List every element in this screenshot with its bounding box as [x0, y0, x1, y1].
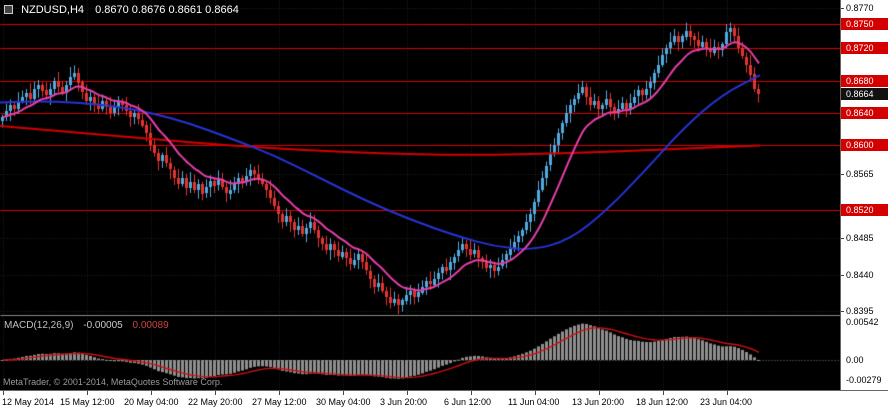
chart-symbol-label: NZDUSD,H4 [21, 4, 85, 16]
chart-canvas[interactable] [0, 0, 840, 390]
time-tick-mark [215, 391, 216, 395]
price-level-badge: 0.8750 [841, 18, 888, 31]
time-axis-label: 11 Jun 04:00 [508, 397, 560, 407]
time-axis[interactable]: 12 May 2014 15 May 12:00 20 May 04:00 22 Ma… [0, 390, 888, 414]
price-level-badge: 0.8520 [841, 204, 888, 216]
price-tick-mark [841, 311, 844, 312]
time-tick-mark [3, 391, 4, 395]
time-tick-mark [343, 391, 344, 395]
macd-indicator-label: MACD(12,26,9) -0.00005 0.00089 [4, 320, 169, 331]
price-level-badge: 0.8600 [841, 139, 888, 152]
price-tick-label: 0.8395 [846, 305, 874, 316]
price-level-badge: 0.8720 [841, 42, 888, 55]
macd-name: MACD(12,26,9) [4, 320, 74, 331]
price-level-badge: 0.8680 [841, 74, 888, 87]
macd-value-signal: 0.00089 [132, 320, 169, 331]
time-tick-mark [87, 391, 88, 395]
time-axis-label: 30 May 04:00 [316, 397, 371, 407]
time-axis-label: 22 May 20:00 [188, 397, 243, 407]
price-tick-mark [841, 8, 844, 9]
chart-title: NZDUSD,H4 0.8670 0.8676 0.8661 0.8664 [4, 4, 239, 16]
macd-value-main: -0.00005 [83, 320, 123, 331]
time-tick-mark [471, 391, 472, 395]
macd-axis-label: 0.00542 [846, 317, 879, 328]
price-axis[interactable]: 0.8770 0.8750 0.8720 0.8680 0.8640 0.8600 0.85… [840, 0, 888, 390]
time-axis-label: 27 May 12:00 [252, 397, 307, 407]
chart-ohlc-values: 0.8670 0.8676 0.8661 0.8664 [95, 4, 239, 16]
price-tick-mark [841, 275, 844, 276]
macd-axis-label: 0.00 [846, 355, 864, 365]
copyright-text: MetaTrader, © 2001-2014, MetaQuotes Soft… [3, 377, 223, 387]
time-tick-mark [407, 391, 408, 395]
price-tick-label: 0.8485 [846, 233, 874, 244]
price-tick-label: 0.8565 [846, 168, 874, 179]
time-tick-mark [279, 391, 280, 395]
macd-axis-label: -0.00279 [846, 374, 882, 385]
price-level-badge: 0.8640 [841, 107, 888, 120]
time-axis-label: 20 May 04:00 [124, 397, 179, 407]
time-axis-label: 15 May 12:00 [60, 397, 115, 407]
time-axis-label: 13 Jun 20:00 [572, 397, 625, 407]
price-tick-mark [841, 174, 844, 175]
time-tick-mark [535, 391, 536, 395]
time-axis-label: 18 Jun 12:00 [636, 397, 689, 407]
time-axis-label: 6 Jun 12:00 [444, 397, 492, 407]
price-tick-label: 0.8770 [846, 3, 874, 14]
time-tick-mark [599, 391, 600, 395]
time-axis-label: 12 May 2014 [2, 397, 55, 407]
time-tick-mark [151, 391, 152, 395]
time-axis-label: 3 Jun 20:00 [380, 397, 428, 407]
chart-symbol-icon [4, 5, 13, 14]
price-tick-mark [841, 238, 844, 239]
price-tick-label: 0.8440 [846, 269, 874, 280]
time-axis-label: 23 Jun 04:00 [700, 397, 753, 407]
current-price-badge: 0.8664 [841, 87, 888, 100]
time-tick-mark [727, 391, 728, 395]
time-tick-mark [663, 391, 664, 395]
